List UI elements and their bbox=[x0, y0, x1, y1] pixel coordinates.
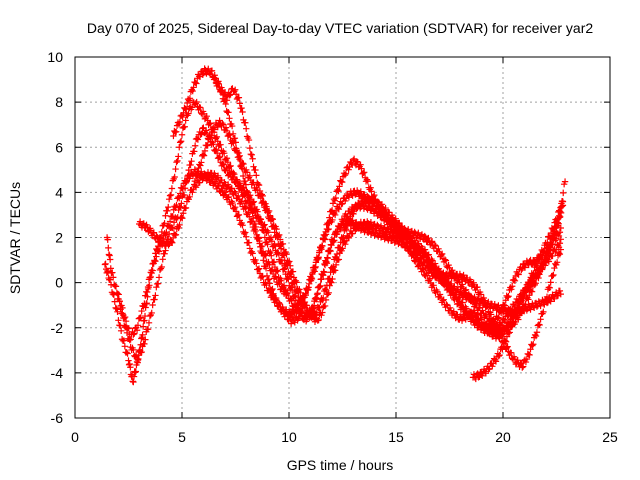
y-tick-label: 6 bbox=[55, 139, 63, 155]
data-points bbox=[136, 169, 291, 299]
y-tick-label: -2 bbox=[51, 320, 64, 336]
x-tick-label: 0 bbox=[71, 429, 79, 445]
series-track-8 bbox=[136, 169, 291, 299]
x-tick-label: 15 bbox=[388, 429, 404, 445]
data-points bbox=[210, 74, 564, 338]
series-track-6 bbox=[210, 74, 564, 338]
y-tick-label: 2 bbox=[55, 230, 63, 246]
y-tick-label: 8 bbox=[55, 94, 63, 110]
data-points bbox=[469, 198, 567, 383]
grid-layer bbox=[75, 57, 610, 418]
data-layer bbox=[101, 65, 569, 386]
y-tick-label: 4 bbox=[55, 184, 63, 200]
y-tick-label: -4 bbox=[51, 365, 64, 381]
x-tick-label: 20 bbox=[495, 429, 511, 445]
y-axis-label: SDTVAR / TECUs bbox=[7, 182, 23, 294]
chart-title: Day 070 of 2025, Sidereal Day-to-day VTE… bbox=[87, 20, 593, 36]
x-axis-label: GPS time / hours bbox=[287, 457, 394, 473]
y-tick-label: 10 bbox=[47, 49, 63, 65]
y-tick-label: 0 bbox=[55, 275, 63, 291]
series-track-7 bbox=[469, 198, 567, 383]
x-tick-label: 5 bbox=[178, 429, 186, 445]
y-tick-label: -6 bbox=[51, 410, 64, 426]
x-tick-label: 10 bbox=[281, 429, 297, 445]
x-tick-label: 25 bbox=[602, 429, 618, 445]
axis-layer: 0 5 10 15 20 25 -6 -4 -2 0 2 4 6 8 10 bbox=[47, 49, 618, 445]
